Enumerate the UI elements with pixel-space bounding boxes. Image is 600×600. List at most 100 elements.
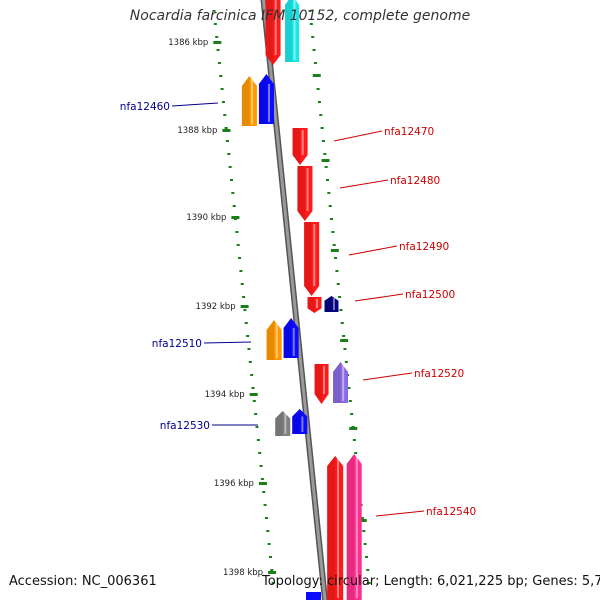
ruler-dot-left <box>251 387 255 389</box>
ruler-dot-left <box>216 49 220 51</box>
minor-tick <box>358 519 367 522</box>
minor-tick <box>340 339 349 342</box>
gene-nfa12470-shade <box>292 128 301 165</box>
gene-nfa12520-purple-shade <box>333 362 341 403</box>
gene-left-2-b-shade <box>292 409 300 434</box>
ruler-dot-right <box>362 530 366 532</box>
ruler-dot-left <box>254 413 258 415</box>
ruler-dot-left <box>266 530 270 532</box>
gene-label-right: nfa12500 <box>405 289 455 301</box>
scale-label: 1392 kbp <box>196 302 236 312</box>
ruler-dot-left <box>271 582 275 584</box>
minor-tick <box>349 427 358 430</box>
major-tick <box>222 129 231 132</box>
ruler-dot-left <box>242 296 246 298</box>
ruler-dot-right <box>344 361 348 363</box>
gene-top-cyan <box>285 0 300 62</box>
ruler-dot-right <box>328 205 332 207</box>
gene-left-1-a-shade <box>266 320 275 360</box>
ruler-dot-right <box>309 23 313 25</box>
ruler-dot-left <box>268 556 272 558</box>
gene-label-right: nfa12480 <box>390 175 440 187</box>
ruler-dot-right <box>308 10 312 12</box>
scale-label: 1396 kbp <box>214 479 254 489</box>
ruler-dot-left <box>256 439 260 441</box>
gene-label-right: nfa12470 <box>384 126 434 138</box>
ruler-dot-right <box>363 543 367 545</box>
gene-nfa12480 <box>297 166 313 221</box>
gene-nfa12540-red-shade <box>327 456 336 600</box>
leader-right <box>354 293 404 302</box>
major-tick <box>240 305 249 308</box>
genome-title: Nocardia farcinica IFM 10152, complete g… <box>129 8 471 24</box>
ruler-dot-right <box>367 582 371 584</box>
ruler-dot-left <box>267 543 271 545</box>
ruler-dot-right <box>325 179 329 181</box>
ruler-dot-left <box>262 491 266 493</box>
ruler-dot-right <box>321 140 325 142</box>
ruler-dot-left <box>220 88 224 90</box>
minor-tick <box>330 249 339 252</box>
gene-label-right: nfa12520 <box>414 368 464 380</box>
gene-label-left: nfa12460 <box>120 101 170 113</box>
scale-label: 1394 kbp <box>205 390 245 400</box>
ruler-dot-right <box>352 439 356 441</box>
ruler-dot-left <box>244 322 248 324</box>
major-tick <box>258 482 267 485</box>
scale-label: 1388 kbp <box>177 126 217 136</box>
gene-nfa12540-pink <box>346 454 362 600</box>
leader-left <box>203 341 252 344</box>
gene-nfa12500-navy <box>324 296 339 312</box>
ruler-dot-left <box>217 62 221 64</box>
ruler-dot-right <box>339 309 343 311</box>
ruler-dot-right <box>343 348 347 350</box>
major-tick <box>268 571 277 574</box>
gene-left-2-a <box>275 411 291 436</box>
ruler-dot-left <box>260 478 264 480</box>
ruler-dot-left <box>228 166 232 168</box>
leader-right <box>348 245 398 256</box>
ruler-dot-right <box>342 335 346 337</box>
ruler-dot-left <box>264 517 268 519</box>
ruler-dot-left <box>232 205 236 207</box>
gene-bottom-blue <box>306 592 321 600</box>
scale-ruler: 1386 kbp 1388 kbp 1390 kbp 1392 kbp 1394 kbp… <box>168 38 367 578</box>
gene-left-0-b-shade <box>258 74 267 124</box>
gene-nfa12540-red <box>327 456 344 600</box>
ruler-dot-right <box>323 153 327 155</box>
gene-top-red <box>265 0 281 65</box>
ruler-dot-right <box>332 244 336 246</box>
scale-label: 1390 kbp <box>186 213 226 223</box>
ruler-dot-right <box>364 556 368 558</box>
ruler-dot-right <box>350 413 354 415</box>
gene-nfa12480-shade <box>297 166 305 221</box>
gene-nfa12470 <box>292 128 308 165</box>
ruler-dot-right <box>335 270 339 272</box>
ruler-dot-left <box>224 127 228 129</box>
ruler-dot-left <box>227 153 231 155</box>
gene-nfa12540-pink-shade <box>346 454 355 600</box>
gene-left-1-b <box>283 318 299 358</box>
ruler-dot-right <box>366 569 370 571</box>
gene-label-right: nfa12490 <box>399 241 449 253</box>
ruler-dot-left <box>246 335 250 337</box>
ruler-dot-right <box>313 62 317 64</box>
gene-left-0-b <box>258 74 274 124</box>
major-tick <box>249 393 258 396</box>
ruler-dot-left <box>240 283 244 285</box>
gene-label-left: nfa12530 <box>160 420 210 432</box>
ruler-dot-right <box>354 452 358 454</box>
leader-left <box>171 102 219 107</box>
leader-right <box>339 179 389 189</box>
gene-nfa12500-navy-shade <box>324 296 332 312</box>
ruler-dot-right <box>316 88 320 90</box>
gene-nfa12500-red <box>307 297 322 313</box>
ruler-dot-left <box>219 75 223 77</box>
gene-label-left: nfa12510 <box>152 338 202 350</box>
ruler-dot-left <box>248 361 252 363</box>
gene-label-right: nfa12540 <box>426 506 476 518</box>
leader-right <box>375 510 425 517</box>
ruler-dot-left <box>255 426 259 428</box>
gene-left-2-b <box>292 409 308 434</box>
ruler-dot-left <box>215 36 219 38</box>
